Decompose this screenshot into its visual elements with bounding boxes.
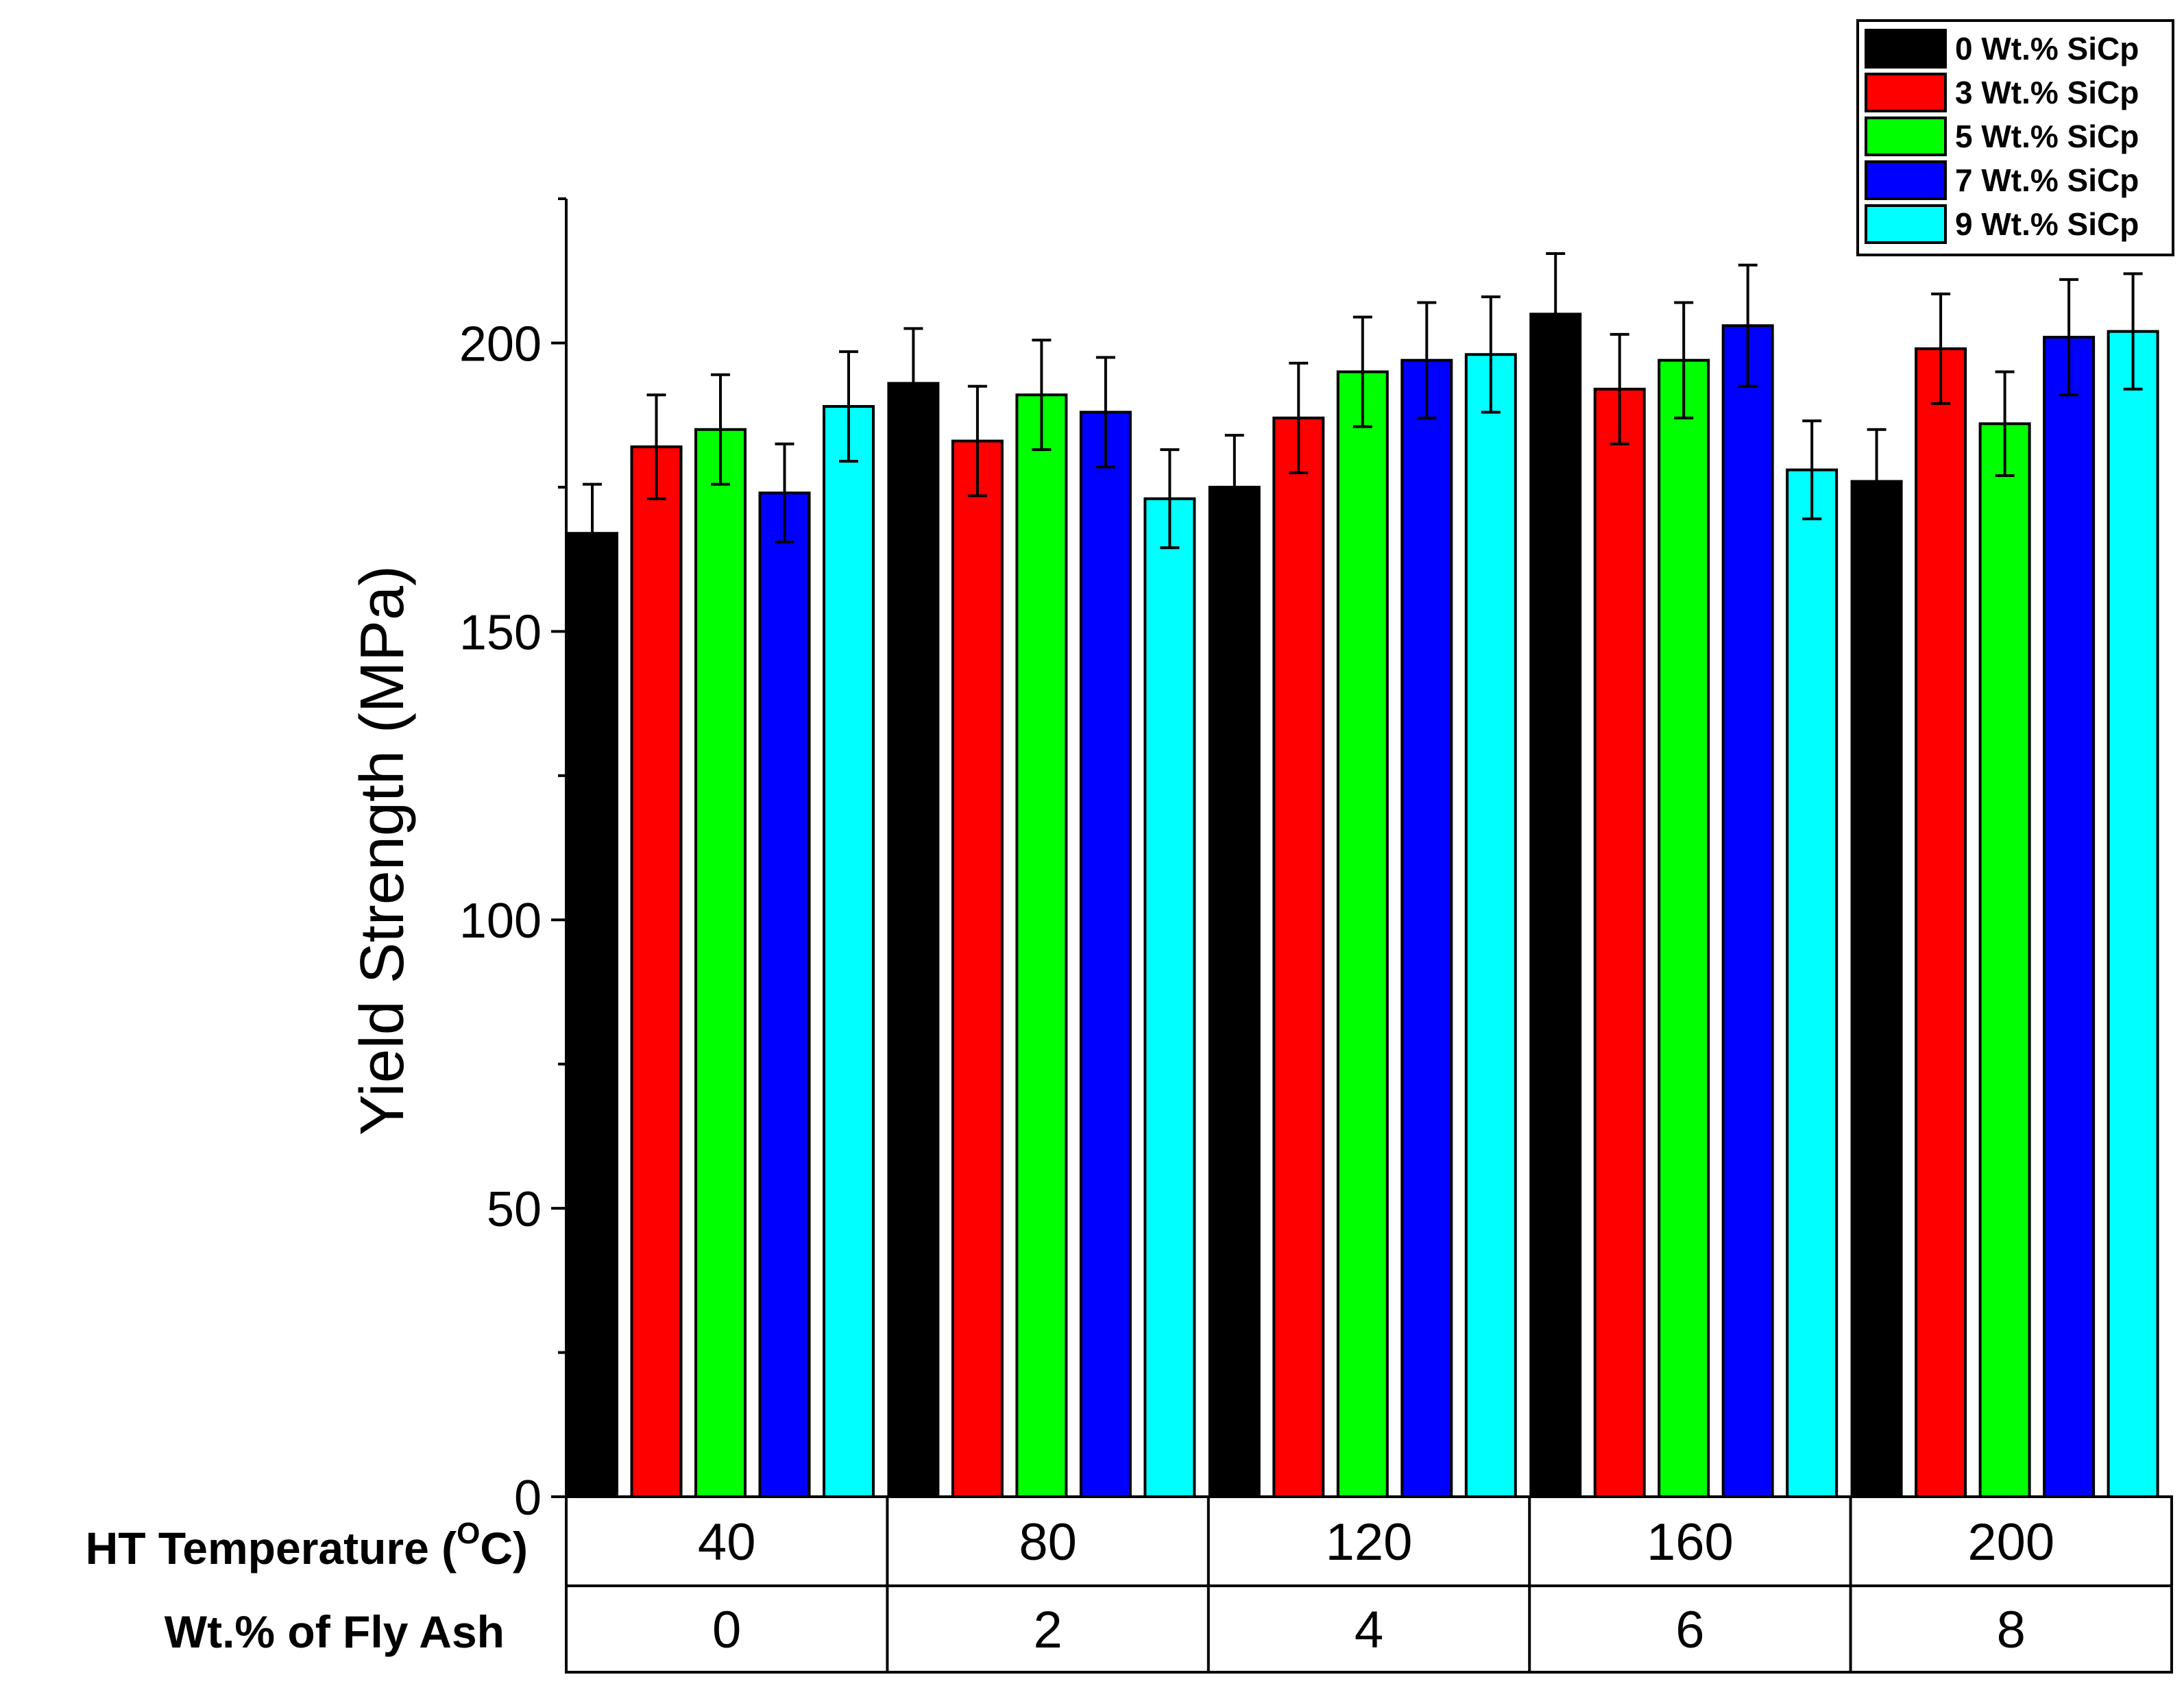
legend-label: 3 Wt.% SiCp: [1955, 75, 2139, 110]
bar-200-sicp-2: [1978, 422, 2031, 1498]
category-table: 40 0 80 2 120 4 160 6 200 8 HT Temperature (OC) Wt.…: [86, 1495, 2173, 1674]
temperature-label: 120: [1326, 1513, 1413, 1571]
bar-40-sicp-3: [758, 491, 811, 1498]
fly-ash-label: 4: [1355, 1601, 1383, 1659]
bar-40-sicp-1: [630, 445, 683, 1498]
bar-40-sicp-2: [694, 428, 747, 1499]
y-tick-label: 50: [487, 1182, 542, 1237]
legend-swatch: [1865, 117, 1947, 156]
y-tick-label: 200: [459, 317, 542, 371]
legend: 0 Wt.% SiCp 3 Wt.% SiCp 5 Wt.% SiCp 7 Wt.% …: [1856, 19, 2174, 256]
legend-label: 9 Wt.% SiCp: [1955, 206, 2139, 242]
bar-120-sicp-4: [1464, 353, 1517, 1498]
bar-80-sicp-2: [1015, 393, 1068, 1498]
bar-80-sicp-3: [1079, 411, 1132, 1498]
fly-ash-label: 6: [1675, 1601, 1704, 1659]
bar-200-sicp-0: [1850, 480, 1903, 1499]
bar-80-sicp-4: [1143, 497, 1196, 1498]
temperature-label: 80: [1019, 1513, 1077, 1571]
bar-120-sicp-3: [1400, 358, 1453, 1498]
y-tick-label: 100: [459, 894, 542, 948]
legend-swatch: [1865, 73, 1947, 112]
temperature-label: 160: [1647, 1513, 1734, 1571]
bar-40-sicp-0: [566, 532, 618, 1499]
fly-ash-label: 0: [712, 1601, 741, 1659]
legend-label: 5 Wt.% SiCp: [1955, 119, 2139, 154]
bar-120-sicp-0: [1208, 485, 1261, 1498]
y-tick-label: 0: [514, 1471, 542, 1526]
y-axis-label: Yield Strength (MPa): [348, 565, 417, 1136]
bar-200-sicp-4: [2107, 330, 2159, 1498]
bar-200-sicp-3: [2043, 336, 2096, 1499]
legend-swatch: [1865, 29, 1947, 69]
bar-160-sicp-0: [1529, 313, 1582, 1498]
temperature-label: 40: [698, 1513, 756, 1571]
bar-160-sicp-1: [1593, 387, 1646, 1499]
legend-label: 0 Wt.% SiCp: [1955, 31, 2139, 66]
bar-40-sicp-4: [823, 405, 875, 1498]
y-tick-label: 150: [459, 605, 542, 660]
bar-80-sicp-0: [887, 382, 940, 1498]
temperature-label: 200: [1967, 1513, 2054, 1571]
fly-ash-label: 8: [1997, 1601, 2026, 1659]
bar-160-sicp-2: [1658, 358, 1710, 1498]
bar-160-sicp-3: [1721, 324, 1774, 1498]
bar-160-sicp-4: [1786, 468, 1839, 1499]
row-label-temperature: HT Temperature (OC): [86, 1517, 528, 1573]
bar-120-sicp-1: [1272, 416, 1325, 1498]
bar-120-sicp-2: [1336, 370, 1389, 1498]
fly-ash-label: 2: [1033, 1601, 1062, 1659]
bar-80-sicp-1: [951, 439, 1004, 1499]
row-label-fly-ash: Wt.% of Fly Ash: [165, 1606, 505, 1657]
bars-layer: [566, 252, 2159, 1499]
axes-layer: 0 50 100 150 200: [459, 197, 568, 1526]
bar-200-sicp-1: [1915, 347, 1967, 1499]
legend-swatch: [1865, 204, 1947, 244]
legend-swatch: [1865, 160, 1947, 200]
legend-label: 7 Wt.% SiCp: [1955, 162, 2139, 198]
